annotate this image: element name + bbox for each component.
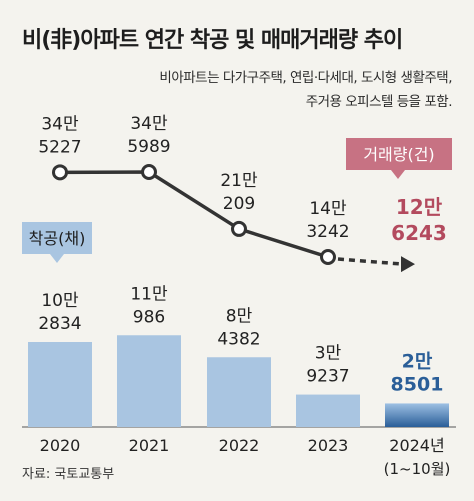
- x-tick-label: 2023: [308, 436, 349, 455]
- bar-label-man: 10만: [41, 291, 79, 311]
- bar-label-man: 2만: [402, 350, 433, 372]
- x-tick-label: 2021: [129, 436, 170, 455]
- bar-label-rest: 4382: [217, 329, 260, 349]
- line-label-rest: 5227: [38, 137, 81, 157]
- x-tick-label: 2020: [40, 436, 81, 455]
- line-label-rest: 6243: [391, 221, 447, 245]
- bar-2022: [207, 357, 271, 427]
- chart-subtitle-line-2: 주거용 오피스텔 등을 포함.: [305, 94, 453, 110]
- legend-badge-bars-pointer: [50, 254, 64, 263]
- line-label-man: 34만: [130, 114, 168, 134]
- x-tick-note: (1~10월): [384, 460, 451, 478]
- x-tick-label: 2022: [219, 436, 260, 455]
- chart-subtitle-line-1: 비아파트는 다가구주택, 연립·다세대, 도시형 생활주택,: [159, 70, 452, 86]
- bar-2024년: [385, 403, 449, 427]
- line-label-man: 12만: [396, 195, 443, 219]
- legend-badge-line-pointer: [391, 170, 405, 179]
- line-marker-2022: [231, 220, 247, 237]
- line-label-rest: 209: [223, 194, 255, 214]
- line-label-man: 21만: [220, 171, 258, 191]
- bar-label-rest: 2834: [38, 314, 81, 334]
- line-label-man: 14만: [309, 199, 347, 219]
- line-marker-2023: [320, 249, 336, 265]
- trade-volume-dashed-line: [337, 257, 404, 266]
- legend-line-label: 거래량(건): [363, 145, 434, 164]
- bar-label-man: 8만: [226, 306, 253, 326]
- bar-2020: [28, 342, 92, 427]
- legend-bars-label: 착공(채): [29, 229, 86, 248]
- bar-label-rest: 9237: [306, 367, 349, 387]
- line-label-man: 34만: [41, 114, 79, 134]
- bar-2023: [296, 394, 360, 427]
- line-marker-2021: [141, 164, 157, 180]
- trade-volume-line: [59, 170, 329, 259]
- bar-label-rest: 8501: [391, 373, 444, 395]
- x-tick-label: 2024년: [389, 436, 444, 455]
- trade-volume-arrowhead: [401, 256, 415, 273]
- line-label-rest: 5989: [127, 137, 170, 157]
- bar-2021: [117, 335, 181, 427]
- bar-label-man: 3만: [315, 344, 342, 364]
- line-label-rest: 3242: [306, 222, 349, 242]
- legend-badge-line: [346, 138, 452, 170]
- line-marker-2020: [52, 164, 68, 181]
- source-note: 자료: 국토교통부: [22, 467, 115, 482]
- bar-label-man: 11만: [130, 284, 168, 304]
- legend-badge-bars: [22, 222, 92, 254]
- bar-label-rest: 986: [133, 307, 165, 327]
- chart-title: 비(非)아파트 연간 착공 및 매매거래량 추이: [22, 28, 403, 53]
